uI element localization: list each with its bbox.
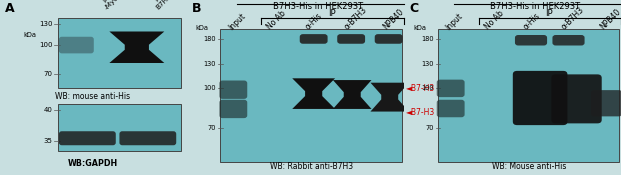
FancyBboxPatch shape <box>438 29 619 162</box>
Polygon shape <box>371 83 409 112</box>
Text: ◄B7-H3: ◄B7-H3 <box>406 84 435 93</box>
FancyBboxPatch shape <box>220 29 402 162</box>
Text: 70: 70 <box>207 125 216 131</box>
FancyBboxPatch shape <box>553 35 584 46</box>
FancyBboxPatch shape <box>591 90 621 116</box>
FancyBboxPatch shape <box>437 80 465 97</box>
Polygon shape <box>109 32 165 63</box>
Text: kDa: kDa <box>23 32 36 38</box>
FancyBboxPatch shape <box>219 80 247 99</box>
Text: 130: 130 <box>39 21 53 27</box>
Text: kDa: kDa <box>413 25 426 31</box>
FancyBboxPatch shape <box>59 131 116 145</box>
Text: Input: Input <box>444 11 465 32</box>
Text: B: B <box>191 2 201 15</box>
Text: kDa: kDa <box>196 25 209 31</box>
Text: 130: 130 <box>204 61 216 67</box>
Text: 180: 180 <box>204 36 216 42</box>
Text: WB: mouse anti-His: WB: mouse anti-His <box>55 92 130 101</box>
Text: α-B7H3: α-B7H3 <box>343 5 369 32</box>
Polygon shape <box>292 78 335 109</box>
Text: 130: 130 <box>421 61 433 67</box>
FancyBboxPatch shape <box>59 37 94 53</box>
Text: WB: Mouse anti-His: WB: Mouse anti-His <box>492 162 566 171</box>
FancyBboxPatch shape <box>337 34 365 44</box>
FancyBboxPatch shape <box>437 100 465 117</box>
Text: WB:GAPDH: WB:GAPDH <box>68 159 118 168</box>
Text: C: C <box>409 2 418 15</box>
FancyBboxPatch shape <box>551 74 602 123</box>
FancyBboxPatch shape <box>513 71 568 125</box>
Text: A: A <box>5 2 14 15</box>
FancyBboxPatch shape <box>300 34 328 44</box>
Text: 100: 100 <box>421 85 433 91</box>
Text: 100: 100 <box>39 42 53 48</box>
FancyBboxPatch shape <box>58 18 181 88</box>
FancyBboxPatch shape <box>515 35 547 46</box>
Text: WB: Rabbit anti-B7H3: WB: Rabbit anti-B7H3 <box>270 162 353 171</box>
Text: No Ab: No Ab <box>265 9 288 32</box>
Text: B7H3-His in HEK293T: B7H3-His in HEK293T <box>273 2 363 11</box>
Text: 180: 180 <box>421 36 433 42</box>
Text: pCMV-
-Myc/His: pCMV- -Myc/His <box>98 0 129 11</box>
Text: NPB40: NPB40 <box>381 8 406 32</box>
FancyBboxPatch shape <box>374 34 402 44</box>
Text: NPB40: NPB40 <box>599 8 621 32</box>
FancyBboxPatch shape <box>119 131 176 145</box>
Text: 40: 40 <box>43 107 53 113</box>
Text: IP: IP <box>328 9 336 18</box>
Text: 35: 35 <box>43 138 53 144</box>
Text: ◄B7-H3: ◄B7-H3 <box>406 108 435 117</box>
Text: α-B7H3: α-B7H3 <box>560 5 586 32</box>
Text: Input: Input <box>227 11 247 32</box>
Text: α-His: α-His <box>304 11 324 32</box>
Text: 70: 70 <box>425 125 433 131</box>
FancyBboxPatch shape <box>219 100 247 118</box>
Polygon shape <box>333 80 371 109</box>
Text: IP: IP <box>545 9 553 18</box>
Text: 100: 100 <box>204 85 216 91</box>
Text: 70: 70 <box>43 71 53 77</box>
Text: B7H3-His in HEK293T: B7H3-His in HEK293T <box>490 2 581 11</box>
Text: α-His: α-His <box>522 11 542 32</box>
Text: No Ab: No Ab <box>483 9 505 32</box>
Text: pCMV-
B7H3-His: pCMV- B7H3-His <box>150 0 183 11</box>
FancyBboxPatch shape <box>58 104 181 151</box>
